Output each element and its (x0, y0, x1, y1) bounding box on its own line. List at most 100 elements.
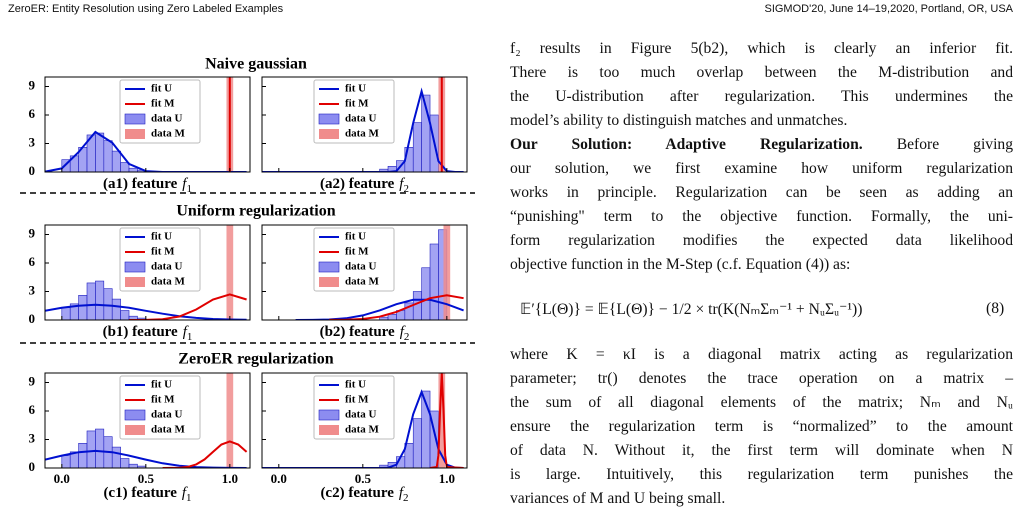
y-tick-label: 6 (29, 254, 36, 269)
legend-label: data M (345, 424, 380, 436)
plot (45, 225, 247, 320)
text-run: Before giving (862, 136, 1014, 153)
legend-label: fit U (345, 379, 366, 391)
legend-label: fit U (345, 231, 366, 243)
hist-bar (120, 162, 130, 172)
x-tick-label: 0.5 (355, 471, 372, 486)
y-tick-label: 6 (29, 402, 36, 417)
plot-frame (44, 76, 251, 173)
legend-label: data M (345, 128, 380, 140)
hist-bar (443, 225, 451, 320)
text-line: where K = κI is a diagonal matrix acting… (510, 346, 1013, 363)
fit-line (429, 373, 464, 468)
text-line: works in principle. Regularization can b… (510, 184, 1013, 201)
caption-var: f (183, 324, 189, 340)
caption: (b1) feature f1 (103, 324, 193, 342)
legend-box (119, 79, 201, 144)
running-header: ZeroER: Entity Resolution using Zero Lab… (8, 3, 284, 15)
legend-label: data U (151, 113, 183, 125)
hist-bar (78, 442, 88, 468)
y-tick-label: 6 (29, 106, 36, 121)
y-tick-label: 0 (29, 459, 36, 474)
legend-label: data U (345, 261, 377, 273)
hist-bar (226, 373, 234, 468)
figure: Naive gaussian Uniform regularization Zero… (20, 56, 475, 504)
text-line: the sum of all diagonal elements of the … (510, 394, 1013, 411)
caption: (c1) feature f1 (103, 485, 191, 503)
hist-bar (128, 463, 138, 468)
legend-label: data U (151, 409, 183, 421)
plot-frame (261, 76, 468, 173)
legend-box (313, 227, 395, 292)
y-tick-label: 9 (29, 225, 36, 240)
caption-sub: 2 (403, 183, 409, 195)
y-tick-label: 0 (29, 163, 36, 178)
caption-label: (c1) feature (103, 485, 177, 501)
hist-bar (86, 282, 96, 320)
legend-swatch (124, 261, 146, 273)
hist-bar (78, 294, 88, 320)
x-tick-label: 1.0 (439, 471, 455, 486)
hist-bar (429, 243, 439, 320)
legend-label: fit U (151, 231, 172, 243)
legend-label: fit M (345, 246, 369, 258)
caption-label: (b1) feature (103, 324, 178, 340)
plot (295, 225, 464, 320)
legend-label: fit M (151, 394, 175, 406)
x-tick-label: 0.5 (138, 471, 155, 486)
equation-number: (8) (986, 300, 1005, 317)
plot-frame (44, 372, 251, 469)
text-line: objective function in the M-Step (c.f. E… (510, 256, 851, 273)
hist-bar (120, 458, 130, 468)
text-line: There is too much overlap between the M-… (510, 64, 1013, 81)
hist-bar (120, 310, 130, 320)
fit-line (329, 294, 464, 320)
hist-bar (95, 428, 105, 468)
hist-bar (412, 291, 422, 320)
row-title: ZeroER regularization (178, 351, 333, 368)
caption-label: (c2) feature (320, 485, 394, 501)
text-line: Our Solution: Adaptive Regularization. B… (510, 135, 1013, 155)
legend-label: fit M (151, 98, 175, 110)
legend-swatch (124, 113, 146, 125)
legend-label: data M (151, 128, 186, 140)
x-tick-label: 0.0 (54, 471, 70, 486)
hist-bar (387, 313, 397, 320)
text-line: ensure the regularization term is “norma… (510, 418, 1013, 435)
fit-line (45, 303, 247, 320)
legend-label: fit M (151, 246, 175, 258)
legend-label: fit U (151, 83, 172, 95)
hist-bar (111, 446, 121, 468)
caption-sub: 2 (404, 331, 410, 343)
plot-frame (261, 224, 468, 321)
caption-var: f (182, 485, 188, 501)
hist-bar (86, 430, 96, 468)
hist-bar (412, 122, 422, 172)
hist-bar (95, 280, 105, 320)
hist-bar (61, 455, 71, 468)
plot-frame (261, 372, 468, 469)
hist-bar (226, 225, 234, 320)
x-tick-label: 1.0 (222, 471, 238, 486)
text-line: our solution, we first examine how unifo… (510, 160, 1013, 177)
legend-box (119, 375, 201, 440)
caption-var: f (182, 176, 188, 192)
caption-sub: 1 (186, 492, 192, 504)
caption-label: (a1) feature (103, 176, 178, 192)
legend-swatch (318, 261, 340, 273)
y-tick-label: 9 (29, 373, 36, 388)
hist-bar (111, 150, 121, 172)
text-line: of data N. Without it, the first term wi… (510, 442, 1013, 459)
text-line: “punishing" term to the objective functi… (510, 208, 1013, 225)
text-line: the U-distribution after regularization.… (510, 88, 1013, 105)
hist-bar (128, 167, 138, 172)
hist-bar (95, 132, 105, 172)
hist-bar (103, 140, 113, 172)
caption-label: (a2) feature (320, 176, 395, 192)
legend-box (313, 375, 395, 440)
legend-box (119, 227, 201, 292)
y-tick-label: 3 (29, 134, 36, 149)
caption-sub: 2 (403, 492, 409, 504)
y-tick-label: 0 (29, 311, 36, 326)
